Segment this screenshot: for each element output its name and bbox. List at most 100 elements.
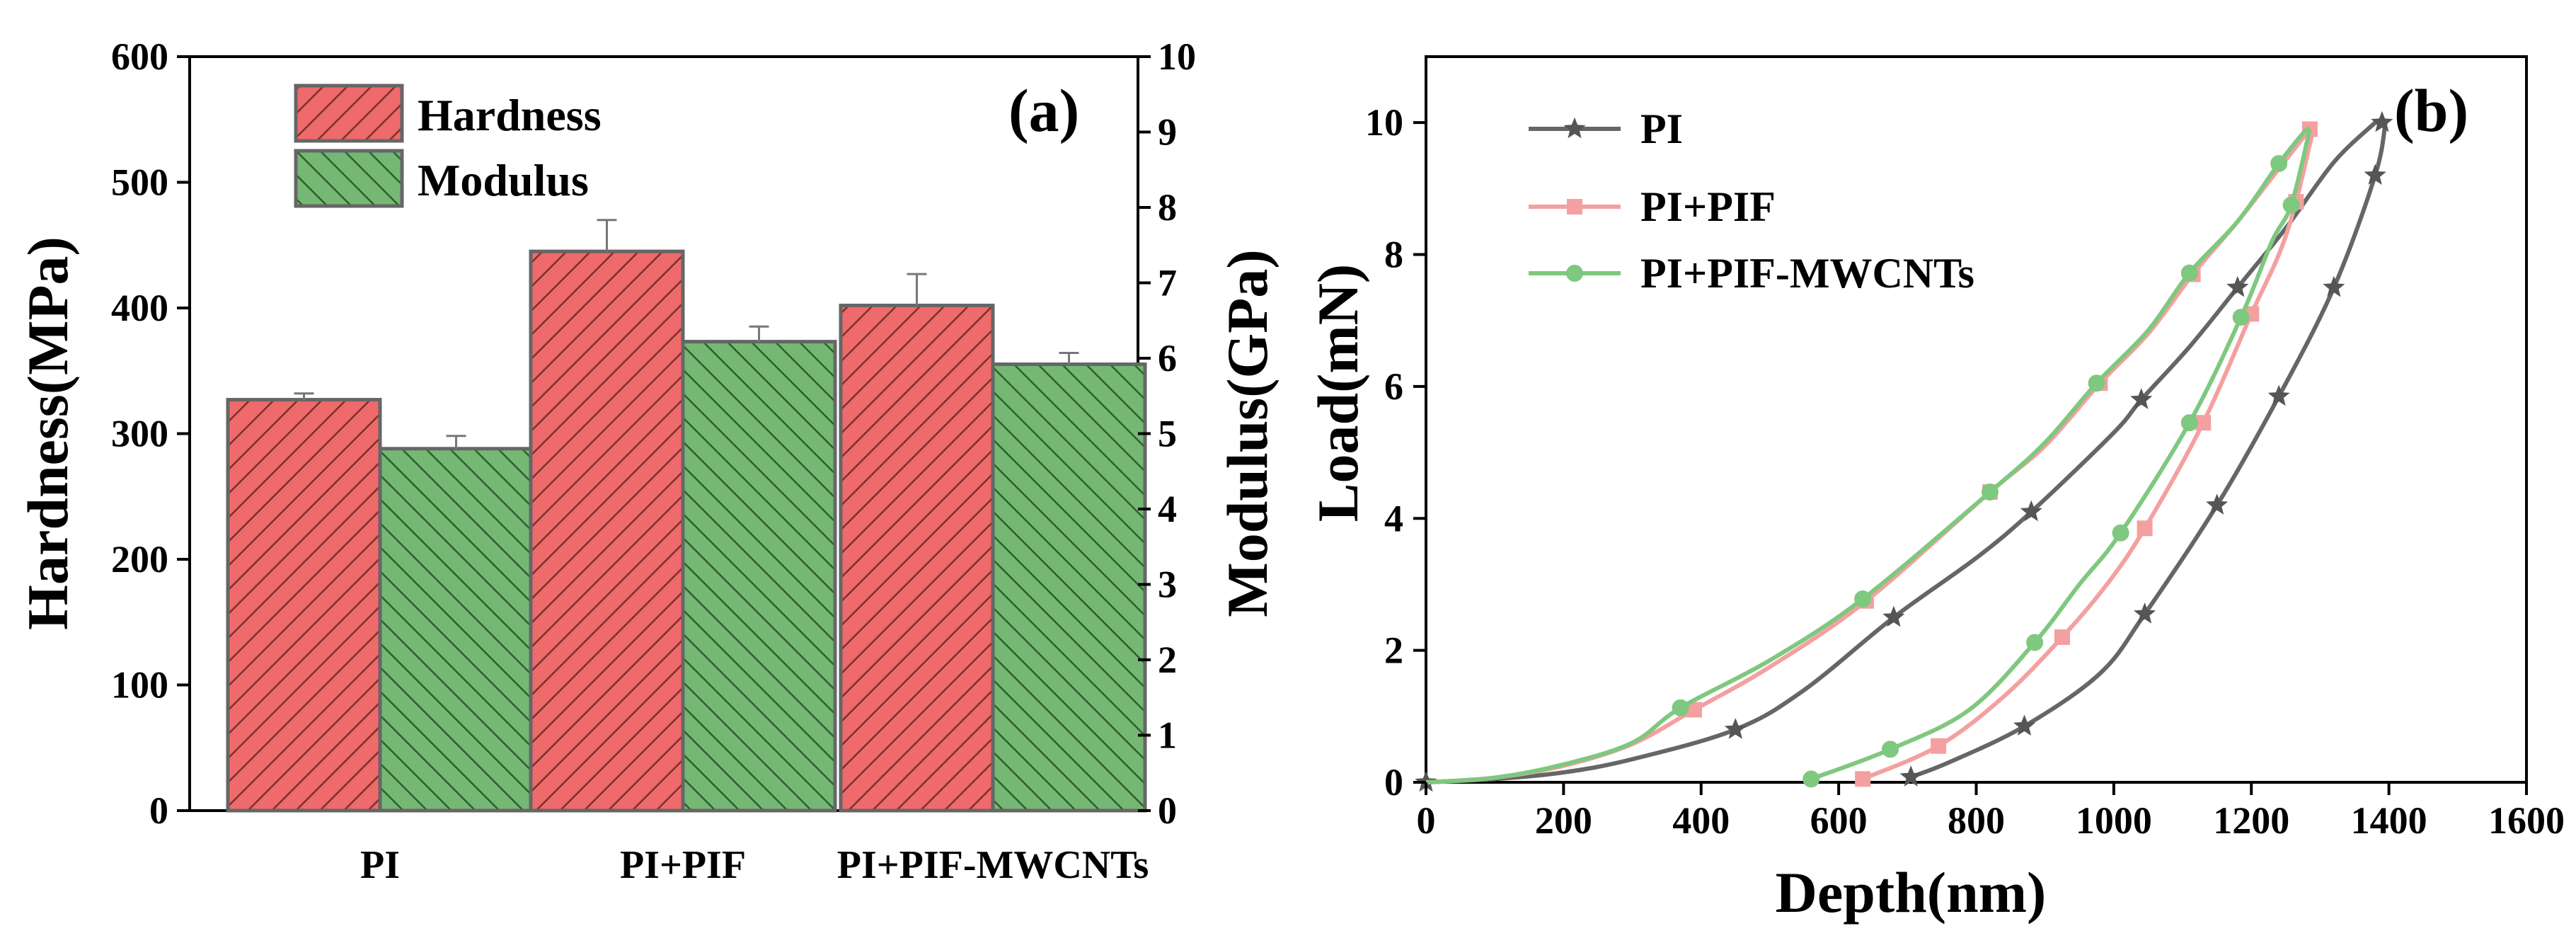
bar-hardness-3 xyxy=(839,303,995,813)
data-point xyxy=(2267,384,2290,406)
bar-hardness-1 xyxy=(226,398,382,813)
data-point xyxy=(2020,500,2042,522)
right-y-tick-label: 4 xyxy=(1158,488,1177,530)
unloading-curve xyxy=(1910,122,2388,779)
y-tick-label: 4 xyxy=(1384,497,1403,539)
data-point xyxy=(2133,602,2156,624)
x-tick-label: 1200 xyxy=(2213,799,2289,842)
data-point xyxy=(2137,520,2153,537)
legend-label-modulus: Modulus xyxy=(418,155,589,205)
panel-a-left-axis-title: Hardness(MPa) xyxy=(16,236,80,630)
panel-a-legend: Hardness Modulus xyxy=(294,84,602,208)
right-y-tick-label: 5 xyxy=(1158,413,1177,455)
data-point xyxy=(1855,771,1871,787)
x-tick-label: 800 xyxy=(1948,799,2005,842)
panel-b-plot-frame xyxy=(1425,55,2528,784)
panel-b-x-axis-title: Depth(nm) xyxy=(1776,860,2047,925)
data-point xyxy=(2180,264,2198,282)
right-y-tick-label: 8 xyxy=(1158,186,1177,229)
legend-swatch-hardness xyxy=(294,84,404,143)
data-point xyxy=(2282,196,2300,214)
panel-a-right-axis-title: Modulus(GPa) xyxy=(1215,249,1280,617)
legend-marker xyxy=(1566,265,1583,282)
loading-curve xyxy=(1425,127,2308,784)
panel-a-bar-chart: 0 100 200 300 400 500 600 0 1 2 3 4 5 6 7 8 9 10 PI PI+PI… xyxy=(16,35,1280,887)
bar-modulus-1 xyxy=(378,447,534,813)
series-pi-pif xyxy=(1425,121,2318,787)
data-point xyxy=(1882,605,1905,627)
x-tick-label: 0 xyxy=(1417,799,1436,842)
data-point xyxy=(2364,164,2386,185)
right-y-tick-label: 10 xyxy=(1158,35,1196,78)
right-y-tick-label: 7 xyxy=(1158,262,1177,304)
panel-b-legend: PI PI+PIF PI+PIF-MWCNTs xyxy=(1529,105,1974,297)
data-point xyxy=(2088,375,2105,392)
legend-swatch-modulus xyxy=(294,149,404,208)
right-y-tick-label: 0 xyxy=(1158,789,1177,832)
left-y-tick-label: 200 xyxy=(111,538,168,581)
right-y-tick-label: 1 xyxy=(1158,714,1177,757)
y-tick-label: 2 xyxy=(1384,629,1403,672)
x-tick-label: 200 xyxy=(1535,799,1592,842)
legend-label: PI+PIF xyxy=(1640,183,1776,230)
legend-marker xyxy=(1563,117,1586,139)
right-y-tick-label: 3 xyxy=(1158,564,1177,606)
legend-label-hardness: Hardness xyxy=(418,90,602,140)
data-point xyxy=(2013,714,2036,736)
data-point xyxy=(2195,415,2212,431)
left-y-tick-label: 0 xyxy=(149,789,168,832)
bar-modulus-2 xyxy=(681,340,837,813)
bar-modulus-3 xyxy=(991,362,1147,813)
x-tick-label: 1400 xyxy=(2351,799,2427,842)
category-label: PI xyxy=(360,843,400,887)
category-label: PI+PIF-MWCNTs xyxy=(837,843,1149,887)
data-point xyxy=(2112,524,2129,542)
right-y-tick-label: 6 xyxy=(1158,337,1177,379)
left-y-tick-label: 100 xyxy=(111,664,168,707)
loading-curve xyxy=(1425,121,2377,784)
left-y-tick-label: 300 xyxy=(111,413,168,455)
data-point xyxy=(2206,493,2229,515)
left-y-tick-label: 500 xyxy=(111,161,168,204)
left-y-tick-label: 600 xyxy=(111,35,168,78)
data-point xyxy=(2323,275,2345,297)
data-point xyxy=(2130,388,2153,409)
data-point xyxy=(2054,629,2070,645)
legend-label: PI xyxy=(1640,105,1683,152)
data-point xyxy=(1899,765,1922,787)
data-point xyxy=(2180,414,2198,432)
right-y-tick-label: 9 xyxy=(1158,111,1177,154)
y-tick-label: 6 xyxy=(1384,365,1403,408)
series-pi-pif-mwcnts xyxy=(1425,127,2312,788)
legend-label: PI+PIF-MWCNTs xyxy=(1640,250,1974,297)
series-pi xyxy=(1415,110,2393,792)
data-point xyxy=(1724,718,1747,739)
panel-b-y-axis-title: Load(mN) xyxy=(1306,264,1370,522)
left-y-tick-label: 400 xyxy=(111,287,168,329)
data-point xyxy=(1882,741,1899,758)
panel-b-label: (b) xyxy=(2394,76,2468,144)
x-tick-label: 400 xyxy=(1672,799,1730,842)
data-point xyxy=(1931,738,1947,754)
data-point xyxy=(1672,699,1689,716)
data-point xyxy=(2232,309,2250,326)
x-tick-label: 1000 xyxy=(2076,799,2152,842)
y-tick-label: 10 xyxy=(1365,101,1403,144)
bar-hardness-2 xyxy=(529,249,685,813)
y-tick-label: 0 xyxy=(1384,761,1403,804)
data-point xyxy=(2026,634,2044,651)
category-label: PI+PIF xyxy=(620,843,746,887)
y-tick-label: 8 xyxy=(1384,234,1403,276)
legend-marker xyxy=(1567,199,1582,215)
data-point xyxy=(2226,275,2249,297)
data-point xyxy=(1802,770,1820,788)
data-point xyxy=(1981,484,1999,501)
x-tick-label: 1600 xyxy=(2488,799,2565,842)
x-tick-label: 600 xyxy=(1810,799,1868,842)
data-point xyxy=(2270,154,2288,172)
panel-b-line-chart: 0 200 400 600 800 1000 1200 1400 1600 0 2 4 6 8 10 De… xyxy=(1306,55,2565,925)
data-point xyxy=(2371,110,2393,132)
panel-a-label: (a) xyxy=(1008,76,1079,144)
loading-curve xyxy=(1425,127,2312,784)
